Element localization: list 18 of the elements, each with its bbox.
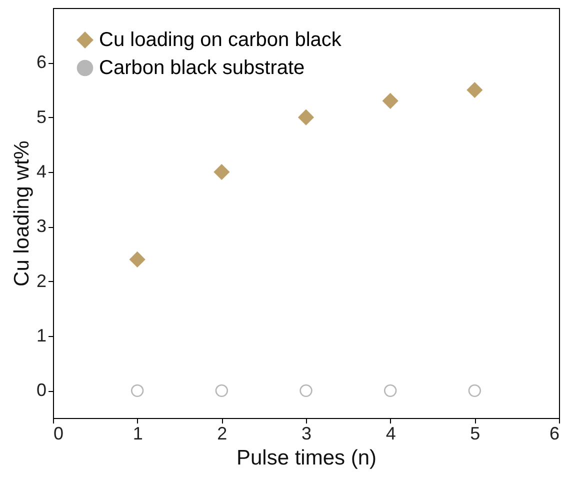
x-axis-title: Pulse times (n) <box>236 446 377 470</box>
y-tick-label: 2 <box>36 270 46 291</box>
legend-label: Carbon black substrate <box>99 57 305 79</box>
x-tick-label: 2 <box>217 424 228 444</box>
y-tick-label: 1 <box>36 326 46 346</box>
y-tick-label: 6 <box>36 52 46 72</box>
y-tick-label: 4 <box>36 162 46 182</box>
x-tick-label: 1 <box>132 424 143 444</box>
x-tick-label: 4 <box>386 424 396 444</box>
y-tick-label: 3 <box>36 216 46 236</box>
x-tick-label: 0 <box>54 424 64 444</box>
y-axis-title: Cu loading wt% <box>10 140 34 286</box>
y-tick-label: 5 <box>36 106 46 127</box>
legend-label: Cu loading on carbon black <box>99 29 342 51</box>
x-tick-label: 6 <box>549 424 560 444</box>
x-tick-label: 5 <box>470 424 480 444</box>
y-tick-label: 0 <box>36 380 46 400</box>
x-tick-label: 3 <box>301 424 312 444</box>
